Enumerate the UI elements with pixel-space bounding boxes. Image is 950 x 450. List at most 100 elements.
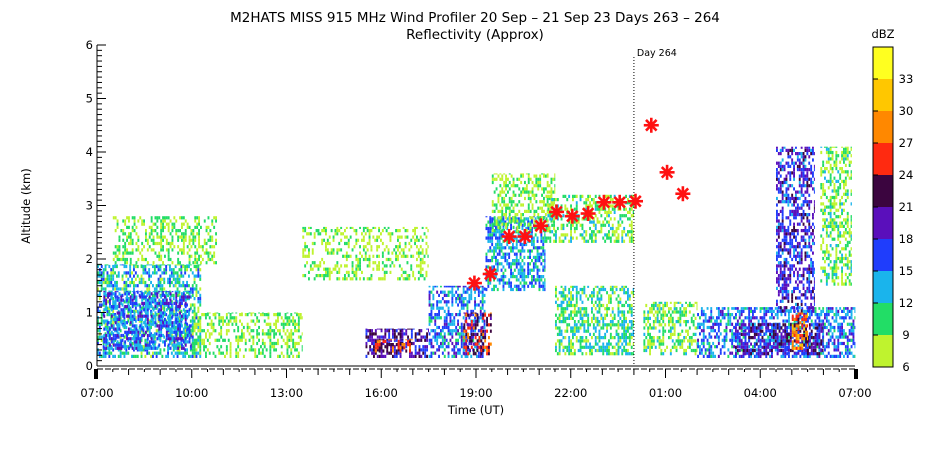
reflectivity-cell bbox=[345, 241, 348, 246]
reflectivity-cell bbox=[500, 236, 503, 240]
reflectivity-cell bbox=[566, 307, 569, 311]
reflectivity-cell bbox=[154, 216, 157, 220]
reflectivity-cell bbox=[485, 265, 488, 269]
reflectivity-cell bbox=[388, 343, 391, 347]
reflectivity-cell bbox=[330, 229, 333, 233]
reflectivity-cell bbox=[609, 285, 612, 288]
reflectivity-cell bbox=[491, 229, 494, 233]
reflectivity-cell bbox=[137, 257, 140, 262]
reflectivity-cell bbox=[591, 198, 593, 202]
reflectivity-cell bbox=[175, 232, 178, 236]
reflectivity-cell bbox=[508, 262, 511, 266]
reflectivity-cell bbox=[671, 320, 674, 324]
reflectivity-cell bbox=[97, 322, 99, 326]
reflectivity-cell bbox=[167, 327, 170, 331]
reflectivity-cell bbox=[265, 313, 268, 317]
reflectivity-cell bbox=[145, 324, 147, 328]
reflectivity-cell bbox=[457, 329, 459, 333]
reflectivity-cell bbox=[193, 274, 196, 278]
reflectivity-cell bbox=[491, 268, 494, 272]
reflectivity-cell bbox=[235, 348, 238, 352]
reflectivity-cell bbox=[554, 187, 556, 191]
reflectivity-cell bbox=[493, 177, 496, 181]
reflectivity-cell bbox=[540, 236, 543, 240]
reflectivity-cell bbox=[372, 235, 375, 239]
reflectivity-cell bbox=[550, 193, 553, 197]
reflectivity-cell bbox=[170, 274, 173, 278]
reflectivity-cell bbox=[447, 354, 450, 358]
reflectivity-cell bbox=[668, 336, 670, 340]
reflectivity-cell bbox=[376, 267, 379, 271]
reflectivity-cell bbox=[621, 287, 624, 292]
reflectivity-cell bbox=[366, 229, 369, 233]
reflectivity-cell bbox=[652, 320, 655, 324]
reflectivity-cell bbox=[105, 346, 108, 350]
reflectivity-cell bbox=[193, 354, 196, 358]
reflectivity-cell bbox=[621, 220, 624, 224]
reflectivity-cell bbox=[159, 287, 162, 291]
reflectivity-cell bbox=[443, 332, 446, 336]
reflectivity-cell bbox=[503, 213, 506, 217]
reflectivity-cell bbox=[179, 235, 181, 239]
reflectivity-cell bbox=[161, 271, 164, 275]
reflectivity-cell bbox=[540, 233, 543, 237]
reflectivity-cell bbox=[282, 325, 285, 330]
reflectivity-cell bbox=[133, 287, 135, 291]
reflectivity-cell bbox=[163, 280, 166, 285]
reflectivity-cell bbox=[453, 329, 456, 333]
reflectivity-cell bbox=[179, 305, 181, 309]
reflectivity-cell bbox=[154, 314, 157, 318]
reflectivity-cell bbox=[458, 293, 461, 297]
reflectivity-cell bbox=[169, 317, 172, 321]
reflectivity-cell bbox=[579, 339, 582, 343]
reflectivity-cell bbox=[156, 219, 159, 223]
reflectivity-cell bbox=[460, 303, 463, 307]
reflectivity-cell bbox=[491, 242, 494, 247]
reflectivity-cell bbox=[570, 342, 572, 346]
reflectivity-cell bbox=[120, 298, 123, 302]
reflectivity-cell bbox=[225, 316, 228, 320]
reflectivity-cell bbox=[410, 264, 413, 268]
reflectivity-cell bbox=[508, 200, 511, 204]
reflectivity-cell bbox=[284, 341, 287, 346]
reflectivity-cell bbox=[479, 285, 482, 288]
reflectivity-cell bbox=[205, 241, 208, 246]
reflectivity-cell bbox=[171, 241, 174, 246]
reflectivity-cell bbox=[621, 336, 624, 340]
reflectivity-cell bbox=[568, 313, 571, 317]
reflectivity-cell bbox=[651, 345, 653, 349]
reflectivity-cell bbox=[438, 306, 440, 310]
reflectivity-cell bbox=[570, 226, 572, 231]
reflectivity-cell bbox=[449, 285, 452, 288]
reflectivity-cell bbox=[109, 327, 111, 331]
reflectivity-cell bbox=[462, 338, 465, 342]
reflectivity-cell bbox=[121, 293, 124, 297]
reflectivity-cell bbox=[592, 294, 595, 298]
reflectivity-cell bbox=[493, 209, 496, 213]
reflectivity-cell bbox=[124, 324, 127, 328]
reflectivity-cell bbox=[457, 303, 459, 307]
reflectivity-cell bbox=[205, 261, 208, 265]
reflectivity-cell bbox=[214, 354, 217, 358]
reflectivity-cell bbox=[158, 308, 161, 312]
reflectivity-cell bbox=[169, 298, 172, 302]
reflectivity-cell bbox=[248, 312, 251, 314]
reflectivity-cell bbox=[505, 174, 507, 178]
reflectivity-cell bbox=[306, 261, 308, 265]
reflectivity-cell bbox=[583, 320, 586, 324]
reflectivity-cell bbox=[382, 335, 385, 339]
reflectivity-cell bbox=[628, 223, 631, 227]
reflectivity-cell bbox=[654, 345, 657, 349]
reflectivity-cell bbox=[457, 293, 459, 297]
reflectivity-cell bbox=[213, 254, 216, 258]
reflectivity-cell bbox=[428, 293, 431, 297]
reflectivity-cell bbox=[368, 229, 371, 233]
reflectivity-cell bbox=[457, 348, 459, 352]
reflectivity-cell bbox=[462, 303, 465, 307]
reflectivity-cell bbox=[237, 329, 240, 333]
reflectivity-cell bbox=[485, 223, 488, 227]
reflectivity-cell bbox=[133, 314, 136, 318]
reflectivity-cell bbox=[399, 351, 402, 355]
reflectivity-cell bbox=[609, 294, 612, 298]
reflectivity-cell bbox=[568, 297, 571, 301]
